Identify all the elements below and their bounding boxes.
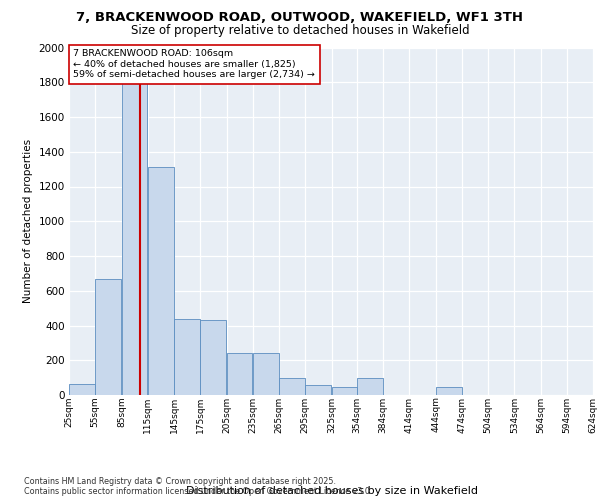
Bar bbox=[122, 76, 148, 395]
Bar bbox=[253, 354, 279, 395]
Bar bbox=[227, 354, 253, 395]
Bar bbox=[357, 378, 383, 395]
X-axis label: Distribution of detached houses by size in Wakefield: Distribution of detached houses by size … bbox=[185, 486, 478, 496]
Y-axis label: Number of detached properties: Number of detached properties bbox=[23, 139, 33, 304]
Bar bbox=[279, 378, 305, 395]
Text: Contains HM Land Registry data © Crown copyright and database right 2025.
Contai: Contains HM Land Registry data © Crown c… bbox=[24, 476, 373, 496]
Bar bbox=[148, 168, 174, 395]
Bar bbox=[174, 320, 200, 395]
Text: 7 BRACKENWOOD ROAD: 106sqm
← 40% of detached houses are smaller (1,825)
59% of s: 7 BRACKENWOOD ROAD: 106sqm ← 40% of deta… bbox=[73, 49, 315, 79]
Bar bbox=[69, 384, 95, 395]
Bar bbox=[436, 387, 461, 395]
Bar bbox=[332, 387, 358, 395]
Bar bbox=[95, 278, 121, 395]
Bar bbox=[200, 320, 226, 395]
Bar bbox=[305, 386, 331, 395]
Text: Size of property relative to detached houses in Wakefield: Size of property relative to detached ho… bbox=[131, 24, 469, 37]
Text: 7, BRACKENWOOD ROAD, OUTWOOD, WAKEFIELD, WF1 3TH: 7, BRACKENWOOD ROAD, OUTWOOD, WAKEFIELD,… bbox=[77, 11, 523, 24]
